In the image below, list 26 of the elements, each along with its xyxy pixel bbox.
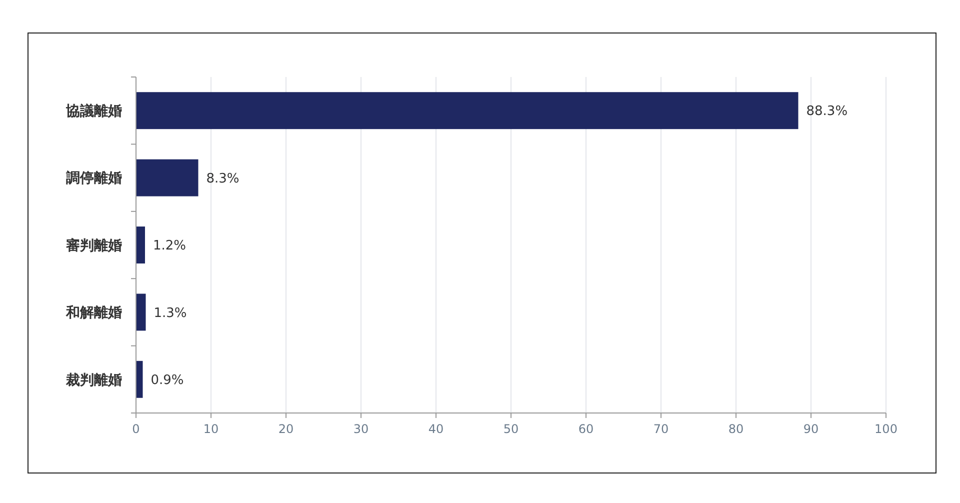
x-tick-label: 0 (132, 422, 140, 436)
x-tick-label: 50 (503, 422, 519, 436)
x-tick-label: 30 (353, 422, 369, 436)
x-tick-label: 70 (653, 422, 669, 436)
bar (136, 159, 198, 196)
bar (136, 294, 146, 331)
bar (136, 360, 143, 398)
x-tick-label: 40 (428, 422, 444, 436)
data-label: 1.2% (153, 238, 186, 254)
y-tick-label: 審判離婚 (65, 236, 122, 254)
x-tick-label: 90 (803, 422, 819, 436)
bar (136, 226, 145, 264)
y-tick-label: 和解離婚 (65, 305, 122, 322)
x-tick-label: 100 (874, 422, 898, 436)
x-tick-label: 20 (278, 422, 294, 436)
y-tick-label: 調停離婚 (66, 170, 122, 187)
data-label: 0.9% (150, 372, 184, 388)
bar (136, 92, 798, 130)
y-tick-label: 協議離婚 (65, 102, 122, 120)
data-label: 88.3% (806, 104, 848, 120)
x-tick-label: 80 (728, 422, 744, 436)
data-label: 8.3% (206, 171, 240, 186)
x-tick-label: 60 (578, 422, 594, 436)
x-tick-label: 10 (203, 422, 219, 436)
data-label: 1.3% (154, 306, 187, 321)
y-tick-label: 裁判離婚 (65, 372, 122, 388)
